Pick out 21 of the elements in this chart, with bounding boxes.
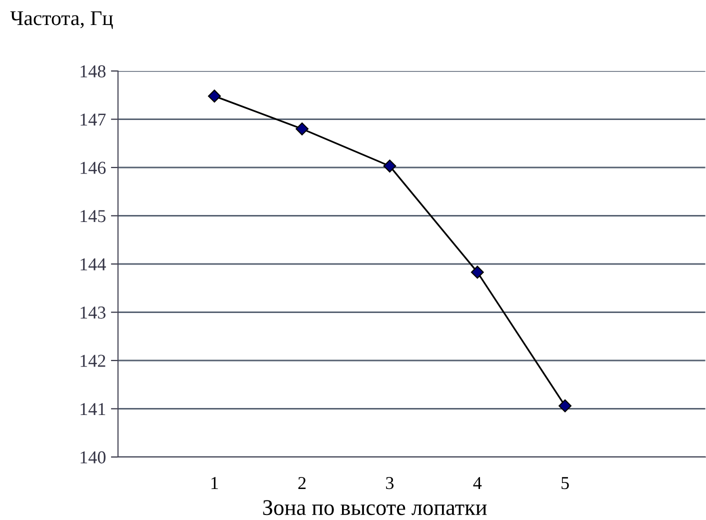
y-tick-label: 147 — [80, 114, 106, 126]
x-tick-label: 2 — [298, 477, 306, 489]
point — [470, 266, 484, 279]
y-axis-title: Частота, Гц — [10, 11, 113, 30]
x-tick-label: 3 — [386, 477, 394, 490]
y-tick-label: 146 — [80, 162, 106, 174]
x-axis-title: Зона по высоте лопатки — [263, 500, 487, 516]
y-tick-label: 144 — [80, 258, 106, 270]
point — [208, 90, 221, 103]
x-tick-label: 5 — [562, 477, 569, 490]
y-tick-label: 145 — [80, 210, 106, 222]
y-tick-label: 142 — [80, 354, 106, 367]
x-tick-label: 1 — [211, 477, 218, 489]
y-tick-label: 143 — [80, 306, 106, 319]
y-tick-label: 148 — [80, 65, 106, 78]
point — [558, 399, 572, 412]
x-tick-label: 4 — [473, 477, 482, 489]
y-tick-label: 141 — [80, 403, 106, 416]
point — [383, 160, 396, 172]
point — [296, 122, 309, 136]
y-tick-label: 140 — [80, 451, 106, 464]
